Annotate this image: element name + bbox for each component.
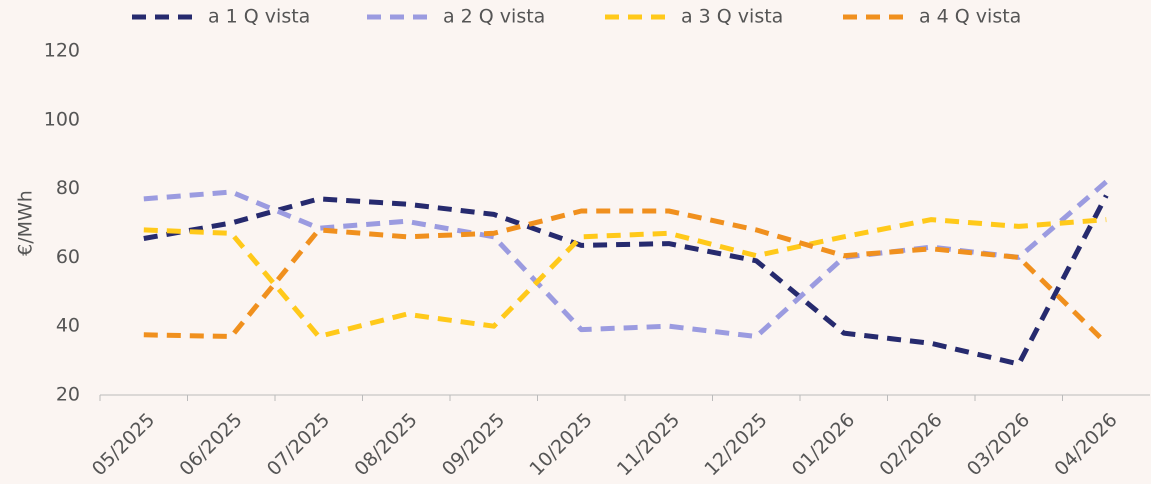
y-tick-label: 120 bbox=[44, 40, 80, 62]
line-series bbox=[143, 217, 1107, 339]
y-tick-label: 100 bbox=[44, 108, 80, 130]
line-series bbox=[143, 194, 1109, 367]
legend-label: a 3 Q vista bbox=[681, 6, 783, 28]
y-tick-label: 40 bbox=[56, 315, 80, 337]
y-tick-label: 80 bbox=[56, 177, 80, 199]
legend-label: a 4 Q vista bbox=[919, 6, 1021, 28]
legend-label: a 2 Q vista bbox=[443, 6, 545, 28]
y-tick-label: 60 bbox=[56, 246, 80, 268]
line-series bbox=[143, 208, 1109, 346]
y-tick-label: 20 bbox=[56, 384, 80, 406]
y-axis-label: €/MWh bbox=[15, 190, 37, 256]
legend-label: a 1 Q vista bbox=[208, 6, 310, 28]
